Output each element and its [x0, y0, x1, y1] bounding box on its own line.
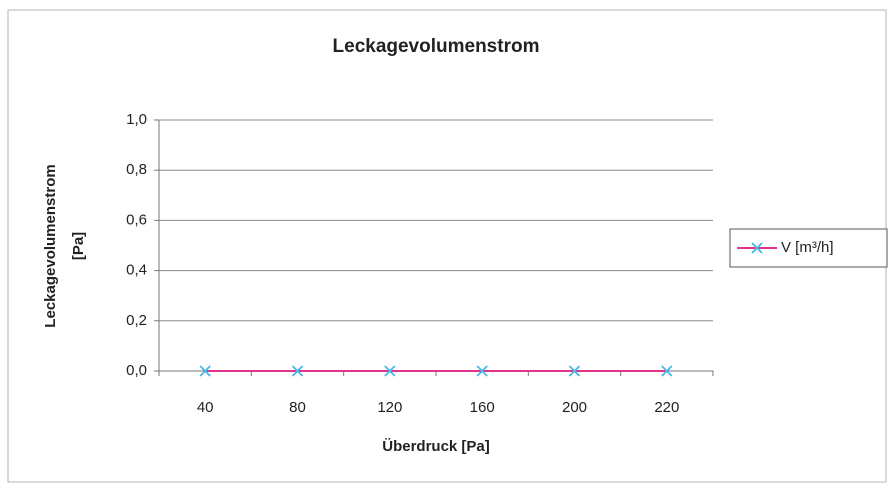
- legend-label: V [m³/h]: [781, 239, 834, 256]
- y-tick-label: 0,8: [126, 161, 147, 178]
- x-tick-label: 80: [289, 399, 306, 416]
- y-axis-label-line: [Pa]: [70, 232, 87, 260]
- series-marker: [199, 365, 211, 377]
- legend-marker: [751, 242, 763, 254]
- x-tick-label: 160: [470, 399, 495, 416]
- series-marker: [291, 365, 304, 377]
- x-tick-label: 120: [377, 399, 402, 416]
- x-tick-label: 200: [562, 399, 587, 416]
- series-marker: [568, 365, 581, 377]
- y-tick-label: 0,4: [126, 262, 147, 279]
- y-tick-label: 0,6: [126, 211, 147, 228]
- y-tick-label: 0,2: [126, 312, 147, 329]
- y-axis-label-line: Leckagevolumenstrom: [42, 164, 59, 327]
- y-tick-label: 0,0: [126, 362, 147, 379]
- series-marker: [384, 365, 396, 377]
- y-tick-label: 1,0: [126, 111, 147, 128]
- series-marker: [661, 365, 673, 377]
- x-tick-label: 220: [654, 399, 679, 416]
- x-tick-label: 40: [197, 399, 214, 416]
- chart-title: Leckagevolumenstrom: [333, 36, 540, 57]
- series-marker: [476, 365, 488, 377]
- y-axis-label: Leckagevolumenstrom [Pa]: [42, 164, 87, 327]
- x-axis-label: Überdruck [Pa]: [382, 438, 490, 455]
